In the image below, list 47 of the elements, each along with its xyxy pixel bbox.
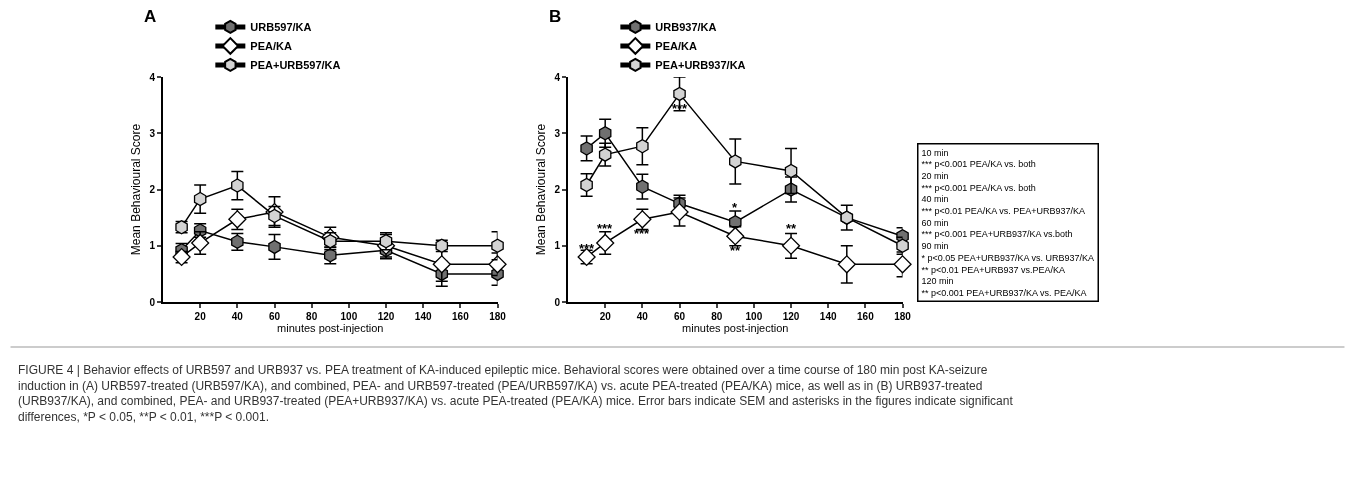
x-tick-label: 80 — [306, 311, 318, 322]
x-tick-label: 20 — [194, 311, 207, 322]
x-tick-label: 140 — [414, 311, 432, 322]
legend-label: PEA+URB937/KA — [655, 59, 746, 72]
caption: FIGURE 4 | Behavior effects of URB597 and URB937 vs. PEA treatment of KA-induced epileptic mice. Behavioral scores were obtained over a time course of 180 min post KA-seizure induction in (A) URB597-treated (URB597/KA), and combined, PEA- and URB597-treated (PEA/URB597/KA) vs. acute PEA-treated (PEA/KA) mice, as well as in (B) URB937-treated (URB937/KA), and combined, PEA- and URB937-treated (PEA+URB937/KA) vs. acute PEA-treated (PEA/KA) mice. Error bars indicate SEM and asterisks in the figures indicate significant differences, *P < 0.05, **P < 0.01, ***P < 0.001. — [18, 363, 1014, 424]
legend-label: PEA+URB597/KA — [250, 59, 341, 72]
chart-title: B — [549, 7, 562, 26]
x-tick-label: 180 — [894, 311, 912, 322]
legend-label: URB937/KA — [655, 21, 717, 34]
y-tick-label: 4 — [554, 71, 561, 83]
y-tick-label: 1 — [554, 240, 561, 252]
x-tick-label: 100 — [745, 311, 763, 322]
x-tick-label: 120 — [377, 311, 395, 322]
x-tick-label: 160 — [452, 311, 470, 322]
y-tick-label: 2 — [149, 184, 156, 195]
x-axis-title: minutes post-injection — [277, 322, 384, 334]
legend-label: URB597/KA — [250, 21, 312, 34]
annotation: *** — [597, 221, 614, 236]
x-tick-label: 160 — [857, 311, 875, 322]
x-tick-label: 120 — [782, 311, 800, 322]
y-tick-label: 2 — [554, 184, 561, 195]
x-tick-label: 60 — [673, 311, 686, 322]
y-tick-label: 4 — [149, 71, 156, 83]
annotation: ** — [730, 243, 742, 258]
annotation: * — [732, 200, 738, 215]
legend-label: PEA/KA — [655, 40, 697, 53]
y-axis-title: Mean Behavioural Score — [129, 123, 144, 256]
y-tick-label: 3 — [554, 127, 561, 139]
chart-title: A — [144, 7, 157, 26]
y-tick-label: 0 — [554, 296, 561, 308]
y-axis-title: Mean Behavioural Score — [534, 123, 549, 256]
x-tick-label: 40 — [636, 311, 649, 322]
x-tick-label: 40 — [231, 311, 244, 322]
x-tick-label: 100 — [340, 311, 358, 322]
annotation: *** — [579, 241, 596, 256]
y-tick-label: 3 — [149, 127, 156, 139]
x-axis-title: minutes post-injection — [682, 322, 789, 334]
x-tick-label: 180 — [489, 311, 507, 322]
x-tick-label: 60 — [268, 311, 281, 322]
x-tick-label: 20 — [599, 311, 612, 322]
y-tick-label: 0 — [149, 296, 156, 308]
annotation: ** — [786, 221, 798, 236]
x-tick-label: 80 — [711, 311, 723, 322]
y-tick-label: 1 — [149, 240, 156, 252]
text: 10 min *** p<0.001 PEA/KA vs. both 20 min *** p<0.001 PEA/KA vs. both 40 min *** p<0.01 PEA/KA vs. PEA+URB937/KA 60 min *** p<0.001 PEA+URB937/KA vs.both 90 min * p<0.05 PEA+URB937/KA vs. URB937/KA ** p<0.01 PEA+URB937 vs.PEA/KA 120 min ** p<0.001 PEA+URB937/KA vs. PEA/KA — [921, 147, 1095, 298]
legend-label: PEA/KA — [250, 40, 292, 53]
x-tick-label: 140 — [819, 311, 837, 322]
